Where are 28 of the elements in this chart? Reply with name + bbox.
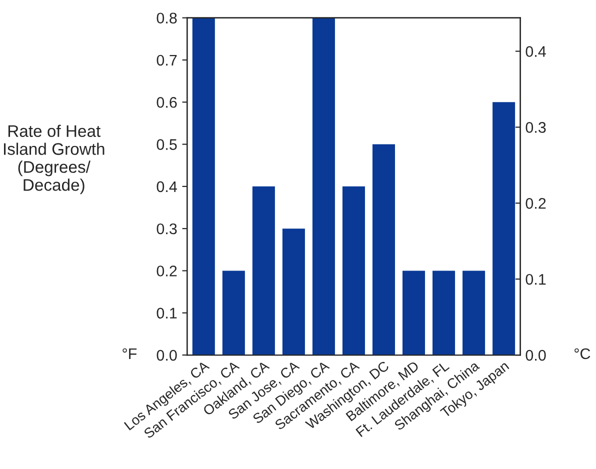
bar bbox=[432, 270, 456, 356]
text: 0.0 bbox=[526, 350, 546, 361]
y-tick-label: 0.2 bbox=[156, 266, 177, 276]
bar bbox=[282, 228, 305, 356]
y-tick-label: 0.5 bbox=[156, 139, 177, 150]
text: °C bbox=[574, 348, 590, 360]
y-tick-label: 0.4 bbox=[156, 181, 177, 192]
bar bbox=[462, 270, 486, 356]
y2-tick-label: 0.4 bbox=[526, 46, 546, 57]
y-tick-label: 0.7 bbox=[156, 54, 177, 66]
bar bbox=[342, 186, 365, 356]
y2-tick-label: 0.2 bbox=[526, 198, 546, 209]
bar bbox=[252, 186, 275, 356]
y-tick-label: 0.3 bbox=[156, 223, 177, 234]
y-tick-label: 0.8 bbox=[156, 12, 177, 24]
bar bbox=[372, 144, 395, 356]
y-tick-label: 0.6 bbox=[156, 96, 177, 108]
text: °F bbox=[122, 348, 137, 359]
bar bbox=[312, 18, 335, 356]
bar bbox=[402, 270, 426, 356]
y-tick-label: 0.1 bbox=[156, 308, 177, 319]
bar bbox=[192, 18, 215, 356]
bar bbox=[492, 102, 516, 356]
y2-tick-label: 0.1 bbox=[526, 274, 546, 285]
y2-tick-label: 0.3 bbox=[526, 122, 546, 133]
y-axis-title: Rate of Heat Island Growth (Degrees/ Decade) bbox=[4, 124, 104, 194]
bar bbox=[222, 270, 245, 356]
text: 0.0 bbox=[156, 350, 177, 361]
